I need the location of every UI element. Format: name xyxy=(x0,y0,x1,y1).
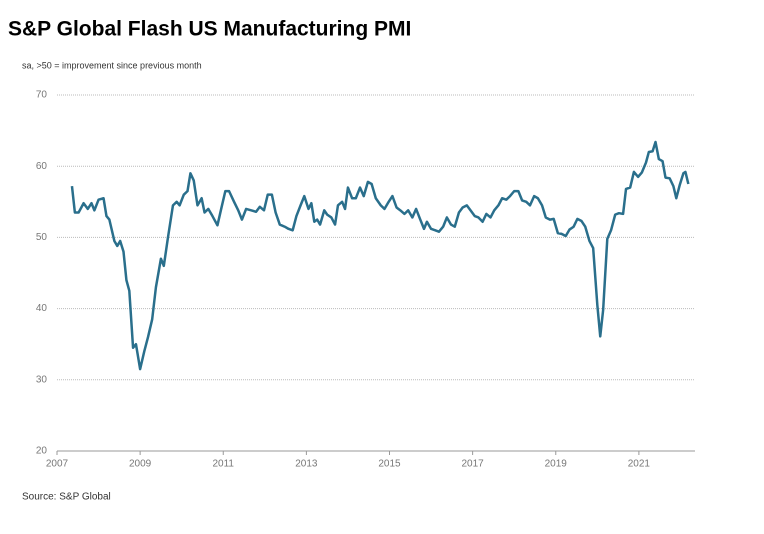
y-tick-label: 50 xyxy=(36,232,48,243)
x-tick-label: 2015 xyxy=(378,459,401,470)
x-tick-label: 2009 xyxy=(129,459,152,470)
x-tick-label: 2007 xyxy=(46,459,69,470)
y-tick-label: 30 xyxy=(36,374,48,385)
source-note: Source: S&P Global xyxy=(22,492,111,503)
y-tick-label: 70 xyxy=(36,90,48,101)
x-tick-label: 2011 xyxy=(212,459,234,470)
chart-title: S&P Global Flash US Manufacturing PMI xyxy=(8,18,411,41)
x-tick-label: 2013 xyxy=(295,459,318,470)
chart-subtitle: sa, >50 = improvement since previous mon… xyxy=(22,60,202,70)
y-tick-label: 40 xyxy=(36,303,48,314)
y-tick-label: 20 xyxy=(36,446,48,457)
y-tick-label: 60 xyxy=(36,161,48,172)
pmi-line xyxy=(70,140,690,371)
x-tick-label: 2021 xyxy=(628,459,651,470)
x-tick-label: 2019 xyxy=(545,459,568,470)
x-tick-label: 2017 xyxy=(462,459,485,470)
